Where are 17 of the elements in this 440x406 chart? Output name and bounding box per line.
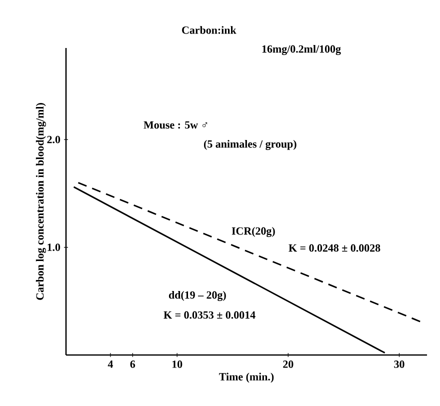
y-tick-label: 1.0 [48,244,60,252]
series-label: ICR(20g) [232,227,275,238]
annotation: 16mg/0.2ml/100g [262,45,341,56]
text: Carbon:ink [182,26,236,34]
x-axis-title: Time (min.) [219,372,274,383]
x-tick-label: 30 [394,360,404,368]
x-tick-label: 20 [283,360,294,368]
y-axis-title: Carbon log concentration in blood(mg/ml) [36,103,46,300]
x-tick-label: 4 [108,360,113,368]
annotation: Mouse : 5w ♂ [144,121,208,129]
annotation: (5 animales / group) [204,140,296,150]
series-label: dd(19 – 20g) [168,291,226,302]
x-tick-label: 10 [172,360,182,368]
y-tick-label: 2.0 [47,136,60,144]
annotation: K = 0.0248 ± 0.0028 [288,244,380,252]
annotation: K = 0.0353 ± 0.0014 [164,311,256,319]
x-tick-label: 6 [130,360,136,368]
